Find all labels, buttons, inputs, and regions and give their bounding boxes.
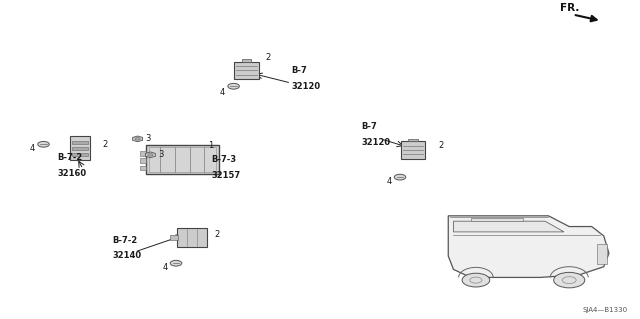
Circle shape — [135, 137, 140, 140]
Text: 2: 2 — [266, 53, 271, 62]
Text: 2: 2 — [214, 230, 220, 239]
Text: 32140: 32140 — [112, 251, 141, 260]
Circle shape — [394, 174, 406, 180]
Bar — [170, 235, 178, 240]
Text: 32160: 32160 — [58, 168, 87, 177]
Bar — [141, 166, 146, 170]
Text: 4: 4 — [163, 263, 168, 271]
Polygon shape — [448, 216, 609, 278]
Text: B-7-3: B-7-3 — [211, 155, 236, 164]
Text: 4: 4 — [220, 88, 225, 97]
Text: 1: 1 — [208, 141, 213, 150]
Text: 2: 2 — [438, 141, 444, 150]
Bar — [70, 137, 90, 160]
Polygon shape — [132, 136, 143, 142]
Circle shape — [462, 273, 490, 287]
Text: FR.: FR. — [560, 3, 579, 13]
Polygon shape — [453, 221, 564, 232]
Text: 3: 3 — [158, 150, 163, 159]
FancyBboxPatch shape — [234, 62, 259, 79]
Circle shape — [38, 141, 49, 147]
Bar — [141, 151, 146, 156]
Text: 2: 2 — [102, 140, 108, 149]
Polygon shape — [471, 218, 522, 220]
Text: B-7-2: B-7-2 — [112, 236, 137, 245]
Circle shape — [554, 272, 585, 288]
Text: SJA4—B1330: SJA4—B1330 — [582, 307, 627, 313]
Bar — [597, 244, 607, 264]
Text: 4: 4 — [30, 144, 35, 153]
FancyBboxPatch shape — [401, 141, 425, 159]
Bar — [72, 142, 88, 145]
Polygon shape — [145, 152, 156, 158]
Circle shape — [148, 153, 153, 156]
Text: 4: 4 — [387, 177, 392, 186]
FancyBboxPatch shape — [146, 145, 219, 174]
Text: B-7: B-7 — [291, 66, 307, 75]
Text: B-7-2: B-7-2 — [58, 153, 83, 162]
Bar — [72, 153, 88, 156]
FancyBboxPatch shape — [177, 228, 207, 247]
Text: B-7: B-7 — [362, 122, 378, 131]
Text: 3: 3 — [145, 134, 150, 143]
Bar — [141, 159, 146, 163]
Bar — [72, 147, 88, 150]
Bar — [408, 139, 418, 141]
Text: 32157: 32157 — [211, 171, 241, 180]
Circle shape — [170, 260, 182, 266]
Circle shape — [228, 83, 239, 89]
Bar — [241, 59, 252, 62]
Text: 32120: 32120 — [291, 82, 321, 91]
Text: 32120: 32120 — [362, 138, 391, 147]
